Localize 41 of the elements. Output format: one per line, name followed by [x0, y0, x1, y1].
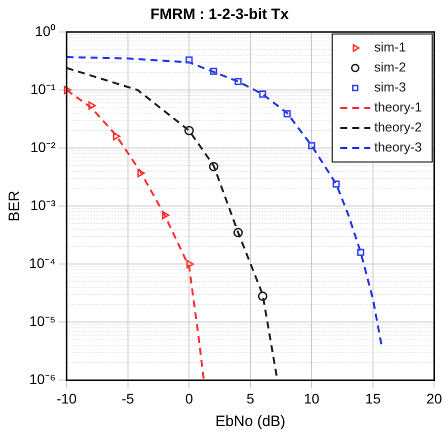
y-tick-label: 10⁻³ [30, 196, 56, 213]
x-axis-title: EbNo (dB) [215, 413, 286, 430]
chart-title: FMRM : 1-2-3-bit Tx [150, 6, 290, 24]
x-tick-label: -10 [56, 390, 77, 406]
point [308, 142, 316, 150]
point [208, 162, 218, 172]
point [234, 78, 242, 86]
legend-label: sim-3 [374, 80, 406, 95]
point [112, 132, 120, 140]
point [186, 260, 194, 268]
point [210, 68, 218, 75]
x-tick-label: 20 [426, 390, 442, 406]
point [258, 291, 268, 301]
point [332, 180, 340, 188]
legend-label: sim-1 [374, 40, 406, 55]
point [137, 168, 145, 178]
y-tick-label: 10⁻⁵ [29, 313, 56, 330]
x-tick-label: 10 [304, 390, 320, 406]
legend-label: sim-2 [374, 60, 406, 75]
x-tick-label: -5 [122, 390, 134, 406]
point [233, 228, 243, 238]
point [186, 56, 193, 64]
y-tick-label: 10⁻² [30, 138, 56, 155]
point [184, 126, 194, 136]
y-tick-label: 10⁻⁶ [29, 371, 56, 388]
point [259, 90, 266, 98]
point [88, 101, 96, 110]
y-tick-label: 10⁰ [35, 22, 56, 39]
x-tick-label: 5 [246, 390, 254, 406]
legend-label: theory-1 [374, 100, 422, 115]
point [284, 110, 291, 118]
legend-label: theory-2 [374, 120, 422, 135]
y-axis-title: BER [6, 190, 24, 222]
legend-label: theory-3 [374, 140, 422, 155]
y-tick-label: 10⁻⁴ [28, 254, 56, 271]
y-tick-label: 10⁻¹ [30, 80, 56, 97]
x-tick-label: 0 [185, 390, 194, 406]
x-tick-label: 15 [365, 390, 381, 406]
point [357, 248, 364, 256]
point [162, 210, 170, 220]
point [64, 86, 72, 94]
